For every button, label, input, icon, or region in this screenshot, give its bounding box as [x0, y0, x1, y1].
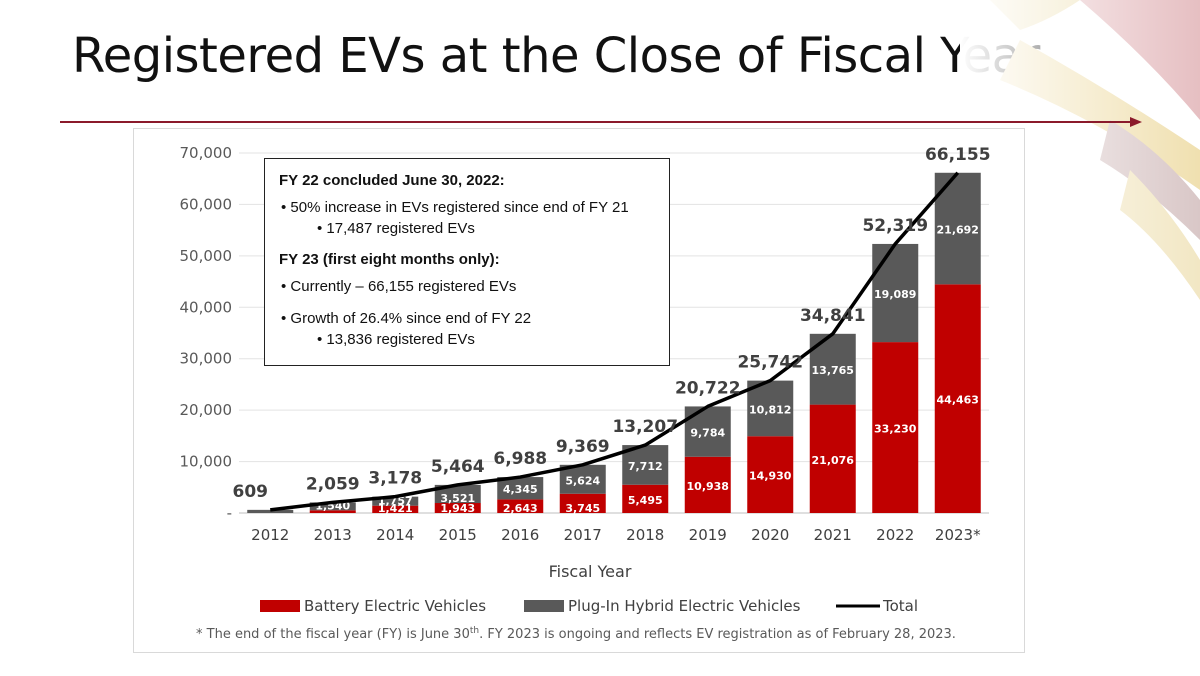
- bar-bev: [684, 456, 731, 513]
- bar-total-2012: [247, 509, 294, 513]
- bar-label-phev: 3,521: [440, 492, 475, 505]
- bar-label-bev: 44,463: [937, 394, 979, 407]
- x-tick-label: 2023*: [935, 526, 981, 544]
- total-label: 9,369: [556, 437, 610, 457]
- x-tick-label: 2017: [564, 526, 602, 544]
- x-axis-ticks: 2012 2013 2014 2015 2016 2017 2018 2019 2020 2021…: [251, 526, 981, 544]
- slide-title: Registered EVs at the Close of Fiscal Ye…: [72, 28, 1040, 84]
- bar-bev: [747, 436, 794, 513]
- bar-label-phev: 7,712: [628, 460, 663, 473]
- bar-phev: [434, 484, 481, 504]
- bar-label-bev: 3,745: [565, 502, 600, 515]
- bar-label-phev: 5,624: [565, 474, 600, 487]
- bar-label-bev: 1,943: [440, 502, 475, 515]
- legend-swatch-bev: [260, 600, 300, 612]
- total-label: 609: [233, 482, 269, 502]
- x-tick-label: 2013: [314, 526, 352, 544]
- y-tick-label: 40,000: [180, 298, 233, 316]
- total-label: 34,841: [800, 306, 866, 326]
- y-tick-label: 30,000: [180, 350, 233, 368]
- notes-heading-fy22: FY 22 concluded June 30, 2022:: [279, 172, 505, 189]
- total-line: [270, 171, 960, 512]
- x-tick-label: 2020: [751, 526, 789, 544]
- notes-box: FY 22 concluded June 30, 2022: • 50% inc…: [264, 158, 670, 366]
- notes-subbullet-fy23-count: • 13,836 registered EVs: [317, 331, 475, 348]
- x-axis-title: Fiscal Year: [549, 562, 632, 581]
- total-label: 25,742: [737, 353, 803, 373]
- legend-label-bev: Battery Electric Vehicles: [304, 597, 486, 615]
- bar-phev: [559, 464, 606, 494]
- bar-label-phev: 21,692: [937, 224, 979, 237]
- bar-phev: [372, 496, 419, 506]
- bar-label-bev: 21,076: [812, 454, 855, 467]
- bar-bev: [934, 284, 981, 513]
- y-tick-label: 50,000: [180, 247, 233, 265]
- bar-label-phev: 9,784: [690, 427, 725, 440]
- x-tick-label: 2021: [814, 526, 852, 544]
- legend: Battery Electric Vehicles Plug-In Hybrid…: [260, 597, 918, 615]
- total-label: 20,722: [675, 378, 741, 398]
- total-label: 66,155: [925, 145, 991, 165]
- bar-label-phev: 13,765: [812, 364, 854, 377]
- bar-bev: [309, 510, 356, 513]
- bar-phev: [872, 243, 919, 343]
- total-label: 5,464: [431, 457, 485, 477]
- total-label: 52,319: [862, 216, 928, 236]
- x-tick-label: 2015: [439, 526, 477, 544]
- bar-label-phev: 4,345: [503, 483, 538, 496]
- footnote-superscript: th: [470, 626, 479, 636]
- bar-label-bev: 33,230: [874, 423, 917, 436]
- bar-label-phev: 19,089: [874, 288, 916, 301]
- total-label: 6,988: [493, 449, 547, 469]
- bar-label-bev: 14,930: [749, 470, 792, 483]
- footnote-suffix: . FY 2023 is ongoing and reflects EV reg…: [479, 627, 956, 642]
- notes-heading-fy23: FY 23 (first eight months only):: [279, 251, 500, 268]
- legend-swatch-phev: [524, 600, 564, 612]
- bar-label-bev: 1,421: [378, 502, 413, 515]
- notes-bullet-fy23-current: • Currently – 66,155 registered EVs: [281, 278, 517, 295]
- x-tick-label: 2016: [501, 526, 539, 544]
- x-tick-label: 2018: [626, 526, 664, 544]
- legend-label-total: Total: [882, 597, 918, 615]
- total-label: 2,059: [306, 474, 360, 494]
- notes-subbullet-fy22-count: • 17,487 registered EVs: [317, 220, 475, 237]
- bar-bev: [497, 499, 544, 513]
- footnote-prefix: * The end of the fiscal year (FY) is Jun…: [196, 627, 470, 642]
- title-underline: [60, 117, 1142, 127]
- total-label: 3,178: [368, 469, 422, 489]
- bar-label-bev: 5,495: [628, 494, 663, 507]
- bar-label-bev: 2,643: [503, 502, 538, 515]
- x-tick-label: 2019: [689, 526, 727, 544]
- bar-phev: [497, 477, 544, 500]
- bar-bev: [872, 342, 919, 513]
- total-line-series: [270, 171, 960, 512]
- x-tick-label: 2014: [376, 526, 414, 544]
- bar-label-bev: 10,938: [687, 480, 729, 493]
- y-tick-label: 10,000: [180, 453, 233, 471]
- y-tick-label: 70,000: [180, 144, 233, 162]
- legend-label-phev: Plug-In Hybrid Electric Vehicles: [568, 597, 801, 615]
- total-label: 13,207: [612, 417, 678, 437]
- bar-bev: [372, 505, 419, 513]
- notes-bullet-fy23-growth: • Growth of 26.4% since end of FY 22: [281, 310, 532, 327]
- bar-phev: [309, 502, 356, 511]
- bar-phev: [747, 380, 794, 437]
- ev-registration-chart: - 10,000 20,000 30,000 40,000 50,000 60,000 70,…: [180, 144, 991, 642]
- bar-value-labels: 1,540 1,4211,7571,9433,5212,6434,3453,745…: [315, 224, 979, 515]
- bar-bev: [622, 484, 669, 513]
- y-axis-ticks: - 10,000 20,000 30,000 40,000 50,000 60,000 70,…: [180, 144, 233, 522]
- y-tick-label: -: [227, 504, 232, 522]
- bar-bev: [434, 503, 481, 513]
- y-tick-label: 20,000: [180, 401, 233, 419]
- x-tick-label: 2022: [876, 526, 914, 544]
- bar-bev: [809, 404, 856, 513]
- notes-bullet-fy22-increase: • 50% increase in EVs registered since e…: [281, 199, 629, 216]
- x-tick-label: 2012: [251, 526, 289, 544]
- chart-panel: - 10,000 20,000 30,000 40,000 50,000 60,000 70,…: [133, 128, 1025, 653]
- bar-bev: [559, 493, 606, 513]
- footnote: * The end of the fiscal year (FY) is Jun…: [196, 626, 956, 642]
- bar-label-phev: 10,812: [749, 403, 791, 416]
- y-tick-label: 60,000: [180, 195, 233, 213]
